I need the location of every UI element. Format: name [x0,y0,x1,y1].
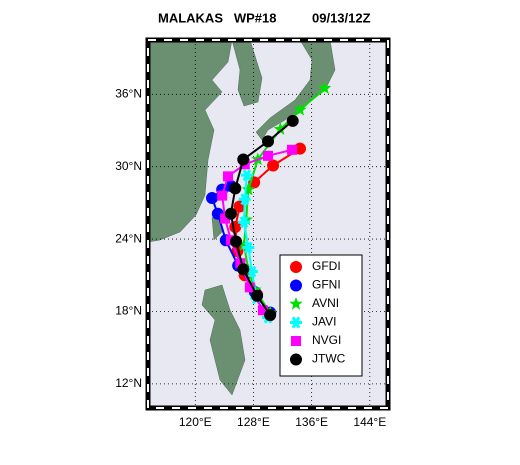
x-tick-label: 120°E [179,415,212,429]
marker [237,263,250,276]
marker [262,135,274,148]
x-tick-label: 136°E [295,415,328,429]
legend-label: JTWC [312,352,346,366]
x-tick-label: 144°E [353,415,386,429]
marker [273,122,287,135]
marker [230,235,242,248]
legend-label: JAVI [312,315,336,329]
y-tick-label: 36°N [115,86,142,100]
legend-marker [291,336,301,346]
marker [241,182,255,196]
legend-marker [290,316,302,329]
marker [318,81,332,94]
marker [217,190,228,201]
marker [293,103,307,116]
marker [206,192,218,205]
tracks [206,81,332,324]
marker [267,159,280,172]
marker [237,238,251,251]
legend-marker [290,279,302,292]
y-tick-label: 24°N [115,231,142,245]
x-tick-label: 128°E [237,415,270,429]
marker [238,193,251,206]
marker [229,182,242,195]
frame-pattern [147,39,389,409]
legend: GFDI GFNI AVNI JAVI NVGI JTWC [279,254,363,377]
marker [242,241,255,254]
marker [235,258,246,269]
track-line [221,148,293,311]
y-tick-label: 12°N [115,376,142,390]
marker [240,169,253,182]
legend-label: GFNI [312,278,341,292]
marker [244,282,255,293]
legend-label: GFDI [312,259,341,273]
legend-marker [290,261,302,273]
marker [251,289,264,302]
legend-marker [290,353,302,366]
marker [286,114,299,127]
chart-subtitle: 09/13/12Z [312,10,371,25]
marker [238,216,250,229]
legend-label: AVNI [312,296,339,310]
chart-title: MALAKAS WP#18 [158,10,276,25]
legend-marker [289,297,303,310]
marker [224,207,237,220]
marker [287,144,297,155]
marker [264,309,277,322]
y-tick-label: 18°N [115,304,142,318]
marker [220,213,231,224]
marker [257,305,268,316]
marker [223,171,233,182]
y-tick-label: 30°N [115,159,142,173]
marker [237,153,250,166]
legend-label: NVGI [312,333,341,347]
land [148,40,336,396]
marker [263,150,273,161]
